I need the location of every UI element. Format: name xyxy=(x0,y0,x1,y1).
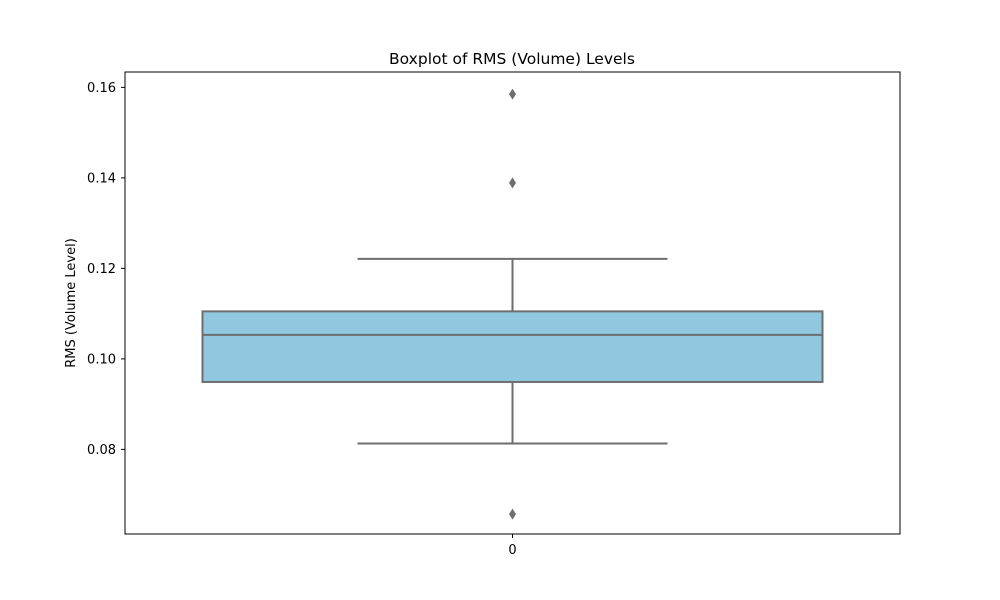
iqr-box xyxy=(201,310,824,383)
outlier-point xyxy=(509,177,516,189)
outlier-point xyxy=(509,88,516,100)
x-tick-label: 0 xyxy=(508,543,516,558)
y-tick-label: 0.08 xyxy=(87,443,116,458)
chart-title: Boxplot of RMS (Volume) Levels xyxy=(389,50,635,68)
plot-area: 0.08 0.10 0.12 0.14 0.16 0 xyxy=(87,81,824,558)
y-tick-label: 0.16 xyxy=(87,81,116,96)
plot-frame xyxy=(124,71,901,535)
y-tick-label: 0.12 xyxy=(87,262,116,277)
outlier-point xyxy=(509,508,516,520)
y-axis-label: RMS (Volume Level) xyxy=(64,238,79,368)
y-tick-label: 0.14 xyxy=(87,171,116,186)
y-tick-label: 0.10 xyxy=(87,352,116,367)
